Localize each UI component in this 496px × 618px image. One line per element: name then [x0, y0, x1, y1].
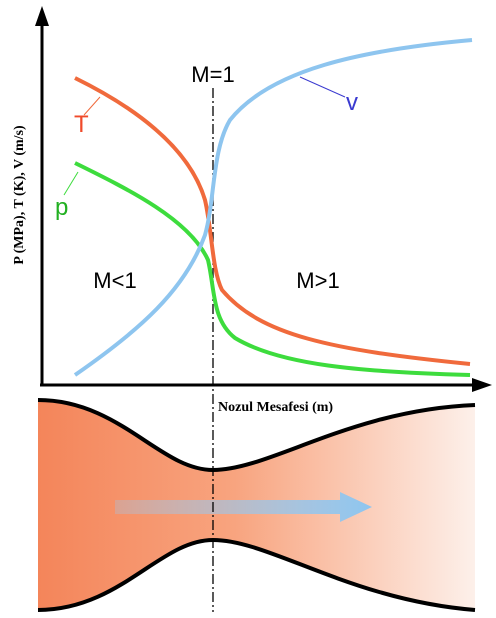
- p-leader: [64, 172, 78, 195]
- y-axis-label: P (MPa), T (K), V (m/s): [12, 125, 27, 265]
- x-axis-arrow: [472, 378, 492, 392]
- throat-label: M=1: [191, 62, 234, 87]
- nozzle-diagram: T p v M=1 M<1 M>1 Nozul Mesafesi (m) P (…: [0, 0, 496, 618]
- supersonic-label: M>1: [296, 268, 339, 293]
- curve-label: v: [346, 89, 358, 116]
- curve-label: p: [55, 194, 68, 221]
- v-leader: [300, 77, 345, 97]
- x-axis-label: Nozul Mesafesi (m): [218, 400, 333, 415]
- temperature-curve: [75, 78, 470, 364]
- subsonic-label: M<1: [93, 268, 136, 293]
- curve-label: T: [74, 111, 89, 138]
- y-axis-arrow: [35, 6, 49, 26]
